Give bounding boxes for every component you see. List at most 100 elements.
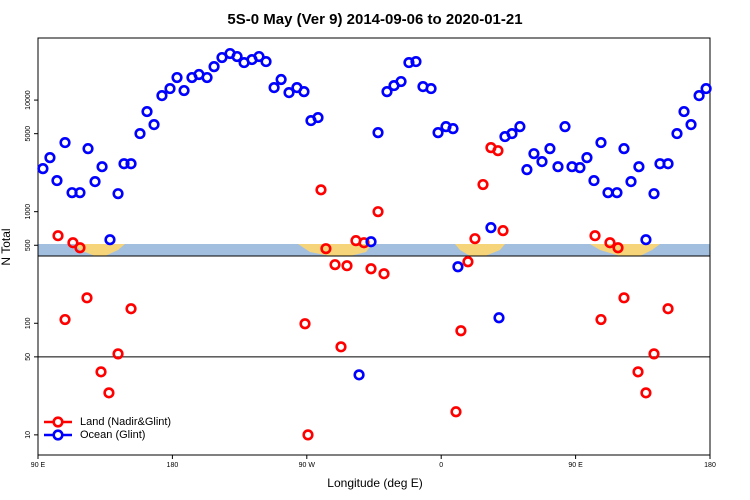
x-axis-label: Longitude (deg E) <box>327 476 422 490</box>
point <box>612 242 624 254</box>
point <box>589 230 601 242</box>
point <box>604 237 616 249</box>
point <box>559 121 571 133</box>
point <box>544 143 556 155</box>
point <box>104 234 116 246</box>
point <box>253 50 265 63</box>
legend-label: Land (Nadir&Glint) <box>80 416 171 428</box>
point <box>260 55 272 68</box>
point <box>497 225 509 237</box>
point <box>89 175 101 188</box>
point <box>59 313 71 326</box>
point <box>125 158 137 170</box>
point <box>671 127 683 140</box>
point <box>353 369 365 381</box>
point <box>528 148 540 160</box>
point <box>302 429 314 441</box>
point <box>268 81 280 94</box>
y-tick-label: 10000 <box>25 90 32 110</box>
point <box>148 118 160 131</box>
point <box>514 121 526 133</box>
x-tick-label: 180 <box>167 462 179 469</box>
point <box>231 50 243 63</box>
point <box>178 84 190 97</box>
point <box>378 268 390 280</box>
plot-frame <box>37 37 711 456</box>
point <box>552 161 564 173</box>
y-tick-label: 500 <box>25 239 32 251</box>
point <box>358 237 370 249</box>
point <box>485 222 497 234</box>
point <box>521 164 533 176</box>
point <box>372 127 384 139</box>
point <box>81 292 93 304</box>
y-tick-label: 5000 <box>25 126 32 142</box>
point <box>103 387 115 399</box>
point <box>595 313 607 326</box>
point <box>455 325 467 337</box>
point <box>581 152 593 164</box>
point <box>477 178 489 191</box>
x-tick-label: 90 E <box>31 462 46 469</box>
y-tick-label: 50 <box>25 353 32 361</box>
point <box>588 174 600 187</box>
point <box>134 127 146 140</box>
point <box>618 143 630 155</box>
point <box>618 292 630 304</box>
point <box>662 158 674 170</box>
y-tick-label: 1000 <box>25 204 32 220</box>
point <box>74 242 86 254</box>
point <box>447 123 459 135</box>
point <box>320 243 332 255</box>
point <box>574 162 586 174</box>
point <box>341 260 353 272</box>
point <box>372 206 384 218</box>
point <box>112 348 124 360</box>
land-strip <box>75 244 125 256</box>
point <box>633 161 645 173</box>
point <box>493 312 505 324</box>
point <box>469 233 481 245</box>
land-strip <box>455 244 505 256</box>
point <box>648 188 660 200</box>
point <box>381 86 393 98</box>
land-strip <box>298 244 372 256</box>
ocean-strip <box>38 244 710 256</box>
point <box>452 261 464 273</box>
point <box>82 143 94 155</box>
point <box>640 387 652 399</box>
point <box>171 71 183 84</box>
point <box>315 184 327 196</box>
point <box>67 237 79 249</box>
point <box>44 152 56 164</box>
point <box>37 163 49 175</box>
point <box>506 127 518 140</box>
point <box>602 187 614 199</box>
point <box>595 136 607 149</box>
point <box>395 75 407 88</box>
point <box>118 158 130 170</box>
legend-label: Ocean (Glint) <box>80 429 145 441</box>
x-tick-label: 180 <box>704 462 716 469</box>
point <box>611 187 623 199</box>
point <box>141 105 153 118</box>
point <box>52 230 64 242</box>
point <box>298 86 310 98</box>
x-tick-label: 90 E <box>568 462 583 469</box>
point <box>283 86 295 99</box>
point <box>403 56 415 69</box>
point <box>410 55 422 68</box>
y-tick-label: 100 <box>25 317 32 329</box>
map-strip <box>38 244 710 257</box>
point <box>164 82 176 95</box>
point <box>112 188 124 200</box>
point <box>662 303 674 315</box>
legend-marker <box>52 416 64 428</box>
point <box>275 73 287 86</box>
point <box>693 89 705 102</box>
point <box>208 61 220 73</box>
point <box>632 366 644 378</box>
point <box>125 303 137 315</box>
point <box>201 71 213 84</box>
